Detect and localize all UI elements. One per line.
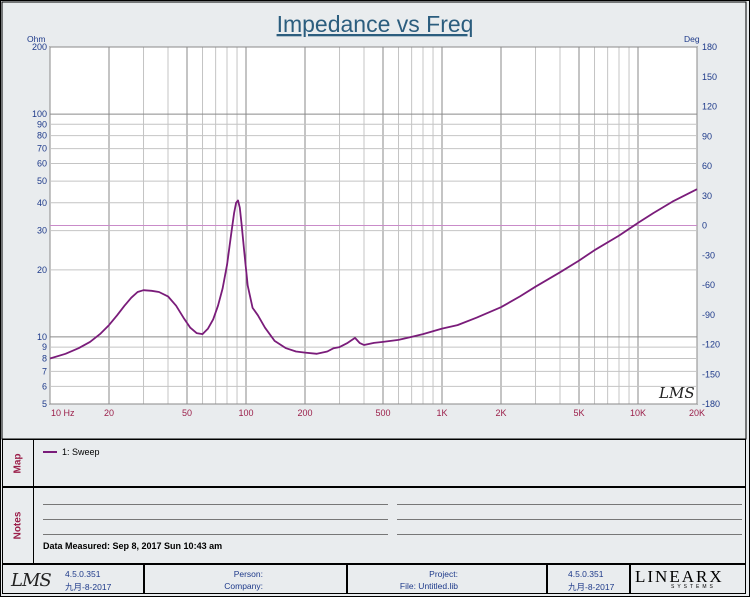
y-tick-label: 6 [42, 381, 47, 391]
notes-panel: Notes Data Measured: Sep 8, 2017 Sun 10:… [2, 487, 746, 564]
company-label: Company: [224, 581, 263, 591]
y2-tick-label: -90 [702, 310, 715, 320]
note-line [43, 534, 388, 535]
map-panel: Map 1: Sweep [2, 439, 746, 487]
y-tick-label: 7 [42, 366, 47, 376]
map-panel-label: Map [3, 440, 34, 486]
linearx-subtitle: SYSTEMS [671, 584, 716, 590]
note-line [397, 534, 742, 535]
file-label: File: Untitled.lib [399, 581, 458, 591]
y-tick-label: 30 [37, 226, 47, 236]
y2-tick-label: 90 [702, 131, 712, 141]
y-tick-label: 10 [37, 332, 47, 342]
y2-tick-label: -120 [702, 340, 720, 350]
y-tick-label: 100 [32, 109, 47, 119]
footer-version-right: 4.5.0.351 [568, 569, 604, 579]
legend-item-sweep[interactable]: 1: Sweep [43, 447, 100, 457]
y-tick-label: 60 [37, 159, 47, 169]
y-tick-label: 5 [42, 399, 47, 409]
footer: LMS 4.5.0.351 九月-8-2017 Person: Company:… [2, 564, 746, 594]
footer-date-left: 九月-8-2017 [65, 582, 112, 592]
series-line-sweep [49, 188, 698, 360]
x-tick-label: 5K [573, 408, 584, 418]
y2-tick-label: -60 [702, 280, 715, 290]
footer-person-cell: Person: Company: [144, 564, 347, 594]
y2-tick-label: -150 [702, 369, 720, 379]
legend-label: 1: Sweep [62, 447, 100, 457]
lms-logo: LMS [11, 570, 52, 591]
project-label: Project: [429, 569, 458, 579]
x-tick-label: 200 [297, 408, 312, 418]
footer-logo-cell: LMS 4.5.0.351 九月-8-2017 [2, 564, 144, 594]
y2-tick-label: 30 [702, 191, 712, 201]
y2-tick-label: 120 [702, 102, 717, 112]
y2-tick-label: -180 [702, 399, 720, 409]
left-axis-unit: Ohm [27, 34, 45, 44]
note-line [397, 504, 742, 505]
footer-version-left: 4.5.0.351 [65, 569, 101, 579]
y2-tick-label: -30 [702, 250, 715, 260]
right-axis-unit: Deg [684, 34, 700, 44]
x-tick-label: 10K [630, 408, 646, 418]
x-tick-label: 500 [375, 408, 390, 418]
lms-watermark: LMS [658, 384, 695, 402]
y-tick-label: 50 [37, 176, 47, 186]
note-line [43, 504, 388, 505]
y-tick-label: 40 [37, 198, 47, 208]
x-tick-label: 2K [495, 408, 506, 418]
y2-tick-label: 150 [702, 72, 717, 82]
y-tick-label: 9 [42, 342, 47, 352]
x-tick-label: 10 Hz [51, 408, 75, 418]
footer-brand-cell: LINEARX SYSTEMS [630, 564, 746, 594]
impedance-chart: Impedance vs Freq Ohm Deg 5 6 7 8 910 20 30 40 50 60… [1, 1, 747, 440]
notes-panel-label: Notes [3, 488, 34, 563]
x-tick-label: 1K [436, 408, 447, 418]
y2-tick-label: 60 [702, 161, 712, 171]
y2-tick-label: 180 [702, 42, 717, 52]
y-tick-label: 90 [37, 119, 47, 129]
footer-date-right: 九月-8-2017 [568, 582, 615, 592]
chart-title: Impedance vs Freq [277, 11, 474, 37]
y2-tick-label: 0 [702, 221, 707, 231]
footer-project-cell: Project: File: Untitled.lib [347, 564, 547, 594]
x-tick-label: 20K [689, 408, 705, 418]
y-tick-label: 20 [37, 265, 47, 275]
y-tick-label: 200 [32, 42, 47, 52]
y-tick-label: 80 [37, 131, 47, 141]
x-tick-label: 50 [182, 408, 192, 418]
linearx-logo: LINEARX [635, 567, 724, 586]
person-label: Person: [233, 569, 263, 579]
note-line [397, 519, 742, 520]
y-tick-label: 8 [42, 354, 47, 364]
legend-swatch [43, 451, 57, 453]
x-tick-label: 20 [104, 408, 114, 418]
note-line [43, 519, 388, 520]
x-tick-label: 100 [238, 408, 253, 418]
data-measured-text: Data Measured: Sep 8, 2017 Sun 10:43 am [43, 541, 223, 551]
y-tick-label: 70 [37, 144, 47, 154]
footer-version-cell: 4.5.0.351 九月-8-2017 [547, 564, 630, 594]
